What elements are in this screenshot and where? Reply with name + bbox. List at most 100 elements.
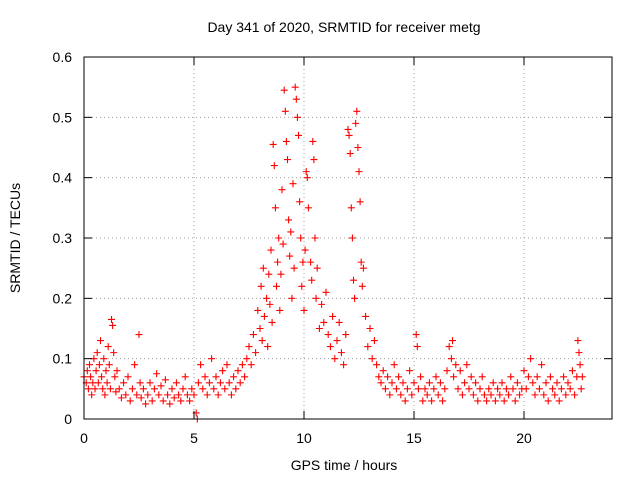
data-point (575, 349, 583, 357)
data-point (576, 361, 584, 369)
data-point (271, 204, 279, 212)
data-point (436, 379, 444, 387)
data-point (386, 391, 394, 399)
data-point (527, 355, 535, 363)
data-point (128, 385, 136, 393)
data-point (230, 373, 238, 381)
data-point (292, 95, 300, 103)
data-point (500, 397, 508, 405)
data-point (190, 391, 198, 399)
data-point (551, 391, 559, 399)
data-point (347, 204, 355, 212)
data-point (102, 367, 110, 375)
data-point (478, 373, 486, 381)
data-point (243, 355, 251, 363)
data-point (511, 397, 519, 405)
x-tick-label: 0 (80, 430, 88, 446)
data-point (342, 331, 350, 339)
data-point (348, 234, 356, 242)
axes: 0 0.1 0.2 0.3 0.4 0.5 0.6 0 5 10 15 20 (53, 49, 613, 446)
data-point (135, 331, 143, 339)
data-point (104, 343, 112, 351)
data-point (318, 300, 326, 308)
data-point (92, 367, 100, 375)
data-point (289, 180, 297, 188)
data-point (520, 367, 528, 375)
data-point (560, 373, 568, 381)
data-point (368, 355, 376, 363)
data-point (304, 204, 312, 212)
data-point (419, 397, 427, 405)
data-point (133, 391, 141, 399)
y-tick-label: 0.2 (53, 290, 73, 306)
data-point (106, 385, 114, 393)
data-point (122, 391, 130, 399)
data-point (397, 391, 405, 399)
data-point (238, 361, 246, 369)
data-point (505, 391, 513, 399)
data-point (443, 367, 451, 375)
data-point (287, 228, 295, 236)
data-point (401, 397, 409, 405)
data-point (377, 379, 385, 387)
data-point (549, 385, 557, 393)
data-point (210, 385, 218, 393)
data-point (273, 282, 280, 290)
data-point (291, 83, 299, 91)
data-point (87, 373, 95, 381)
data-point (159, 397, 167, 405)
data-points (80, 83, 586, 423)
data-point (359, 264, 367, 272)
x-tick-label: 20 (516, 430, 532, 446)
data-point (269, 140, 277, 148)
data-point (352, 119, 360, 127)
data-point (498, 379, 506, 387)
data-point (144, 391, 152, 399)
data-point (379, 367, 387, 375)
data-point (313, 264, 321, 272)
data-point (439, 397, 447, 405)
data-point (265, 270, 273, 278)
data-point (256, 325, 264, 332)
data-point (172, 379, 180, 387)
data-point (157, 382, 165, 390)
data-point (449, 337, 456, 345)
data-point (535, 385, 543, 393)
data-point (542, 379, 550, 387)
data-point (311, 234, 319, 242)
data-point (381, 385, 389, 393)
data-point (95, 361, 103, 369)
y-tick-label: 0 (64, 411, 72, 427)
data-point (179, 385, 187, 393)
data-point (333, 337, 341, 345)
data-point (474, 397, 482, 405)
data-point (410, 379, 418, 387)
data-point (241, 373, 249, 381)
data-point (201, 373, 209, 381)
data-point (168, 385, 176, 393)
data-point (155, 391, 163, 399)
data-point (553, 379, 561, 387)
data-point (529, 379, 537, 387)
data-point (354, 144, 362, 151)
data-point (205, 379, 213, 387)
chart-title: Day 341 of 2020, SRMTID for receiver met… (207, 19, 480, 35)
data-point (557, 385, 565, 393)
data-point (295, 131, 302, 139)
data-point (467, 373, 475, 381)
data-point (111, 373, 119, 381)
data-point (234, 367, 242, 375)
data-point (303, 174, 311, 182)
data-point (290, 264, 298, 272)
data-point (126, 397, 134, 405)
data-point (279, 240, 287, 248)
data-point (88, 391, 96, 399)
data-point (423, 391, 431, 399)
data-point (487, 391, 495, 399)
data-point (274, 258, 282, 266)
data-point (461, 379, 469, 387)
data-point (267, 246, 275, 254)
data-point (432, 373, 440, 381)
data-point (476, 385, 484, 393)
